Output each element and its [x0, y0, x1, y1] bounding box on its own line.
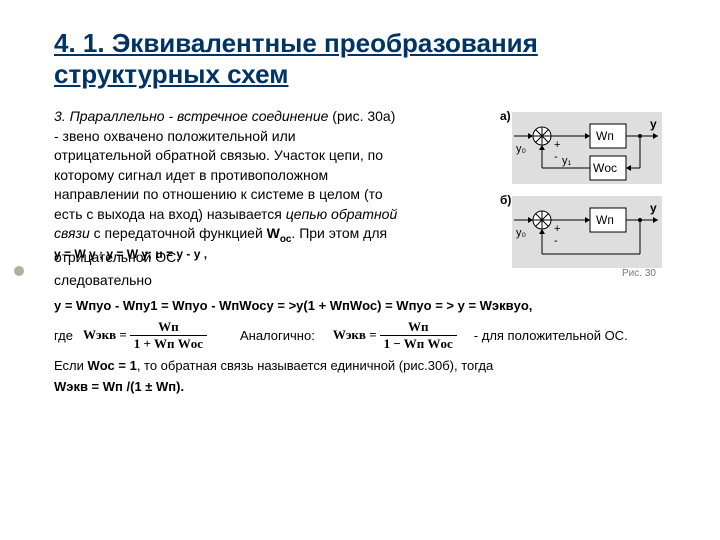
y-out-a: y — [650, 117, 657, 131]
Wp-b: Wп — [596, 213, 614, 227]
overlap-eq: y = W y ; y = W y; u = y - y , — [54, 247, 207, 262]
f1: Wп 1 + Wп Wос — [130, 319, 207, 352]
t5: есть с выхода на вход) называется — [54, 206, 286, 222]
f2-lhs: Wэкв = — [333, 327, 377, 343]
t6b: W — [267, 225, 280, 241]
t8: следовательно — [54, 272, 490, 290]
t4: направлении по отношению к системе в цел… — [54, 186, 490, 204]
slide-content: 4. 1. Эквивалентные преобразования струк… — [0, 0, 720, 420]
t6sub: ос — [280, 234, 292, 245]
t6end: . При этом для — [291, 225, 387, 241]
y0-b: y₀ — [516, 227, 526, 239]
lead-text: 3. Прараллельно - встречное соединение — [54, 108, 328, 124]
y1-a: y₁ — [562, 155, 572, 167]
f1-num: Wп — [154, 319, 183, 335]
plus-b: + — [554, 223, 560, 235]
where: где — [54, 328, 73, 343]
eq1: y = Wпyо - Wпy1 = Wпyо - WпWосy = >y(1 +… — [54, 298, 666, 313]
analog: Аналогично: — [240, 328, 315, 343]
f1-den: 1 + Wп Wос — [130, 336, 207, 352]
t5i: цепью обратной — [286, 206, 397, 222]
t6: с передаточной функцией — [90, 225, 267, 241]
y-out-b: y — [650, 201, 657, 215]
tail2: Wэкв = Wп /(1 ± Wп). — [54, 379, 666, 394]
t2: отрицательной обратной связью. Участок ц… — [54, 147, 490, 165]
label-b: б) — [500, 193, 511, 207]
f2-den: 1 − Wп Wос — [380, 336, 457, 352]
diagram-column: а) y₀ Wп y — [498, 108, 666, 291]
tail1c: , то обратная связь называется единичной… — [137, 358, 493, 373]
body-row: 3. Прараллельно - встречное соединение (… — [54, 108, 666, 291]
plus-a: + — [554, 139, 560, 151]
bullet-dot — [14, 266, 24, 276]
circuit-diagram: а) y₀ Wп y — [498, 108, 666, 278]
t3: которому сигнал идет в противоположном — [54, 167, 490, 185]
label-a: а) — [500, 109, 511, 123]
slide-title: 4. 1. Эквивалентные преобразования струк… — [54, 28, 666, 90]
text-column: 3. Прараллельно - встречное соединение (… — [54, 108, 490, 291]
minus-a: - — [554, 151, 558, 163]
ref-text: (рис. 30а) — [328, 108, 395, 124]
t1: - звено охвачено положительной или — [54, 128, 490, 146]
Woc-a: Wос — [593, 161, 617, 175]
Wp-a: Wп — [596, 129, 614, 143]
tail1b: Wос = 1 — [87, 358, 136, 373]
tail1: Если Wос = 1, то обратная связь называет… — [54, 358, 666, 373]
f2-num: Wп — [404, 319, 433, 335]
positive: - для положительной ОС. — [474, 328, 628, 343]
f1-lhs: Wэкв = — [83, 327, 127, 343]
eq1-text: y = Wпyо - Wпy1 = Wпyо - WпWосy = >y(1 +… — [54, 298, 532, 313]
fraction-row: где Wэкв = Wп 1 + Wп Wос Аналогично: Wэк… — [54, 319, 666, 352]
y0-a: y₀ — [516, 143, 526, 155]
minus-b: - — [554, 235, 558, 247]
tail1a: Если — [54, 358, 87, 373]
f2: Wп 1 − Wп Wос — [380, 319, 457, 352]
t6i: связи — [54, 225, 90, 241]
fig-label: Рис. 30 — [622, 268, 656, 278]
